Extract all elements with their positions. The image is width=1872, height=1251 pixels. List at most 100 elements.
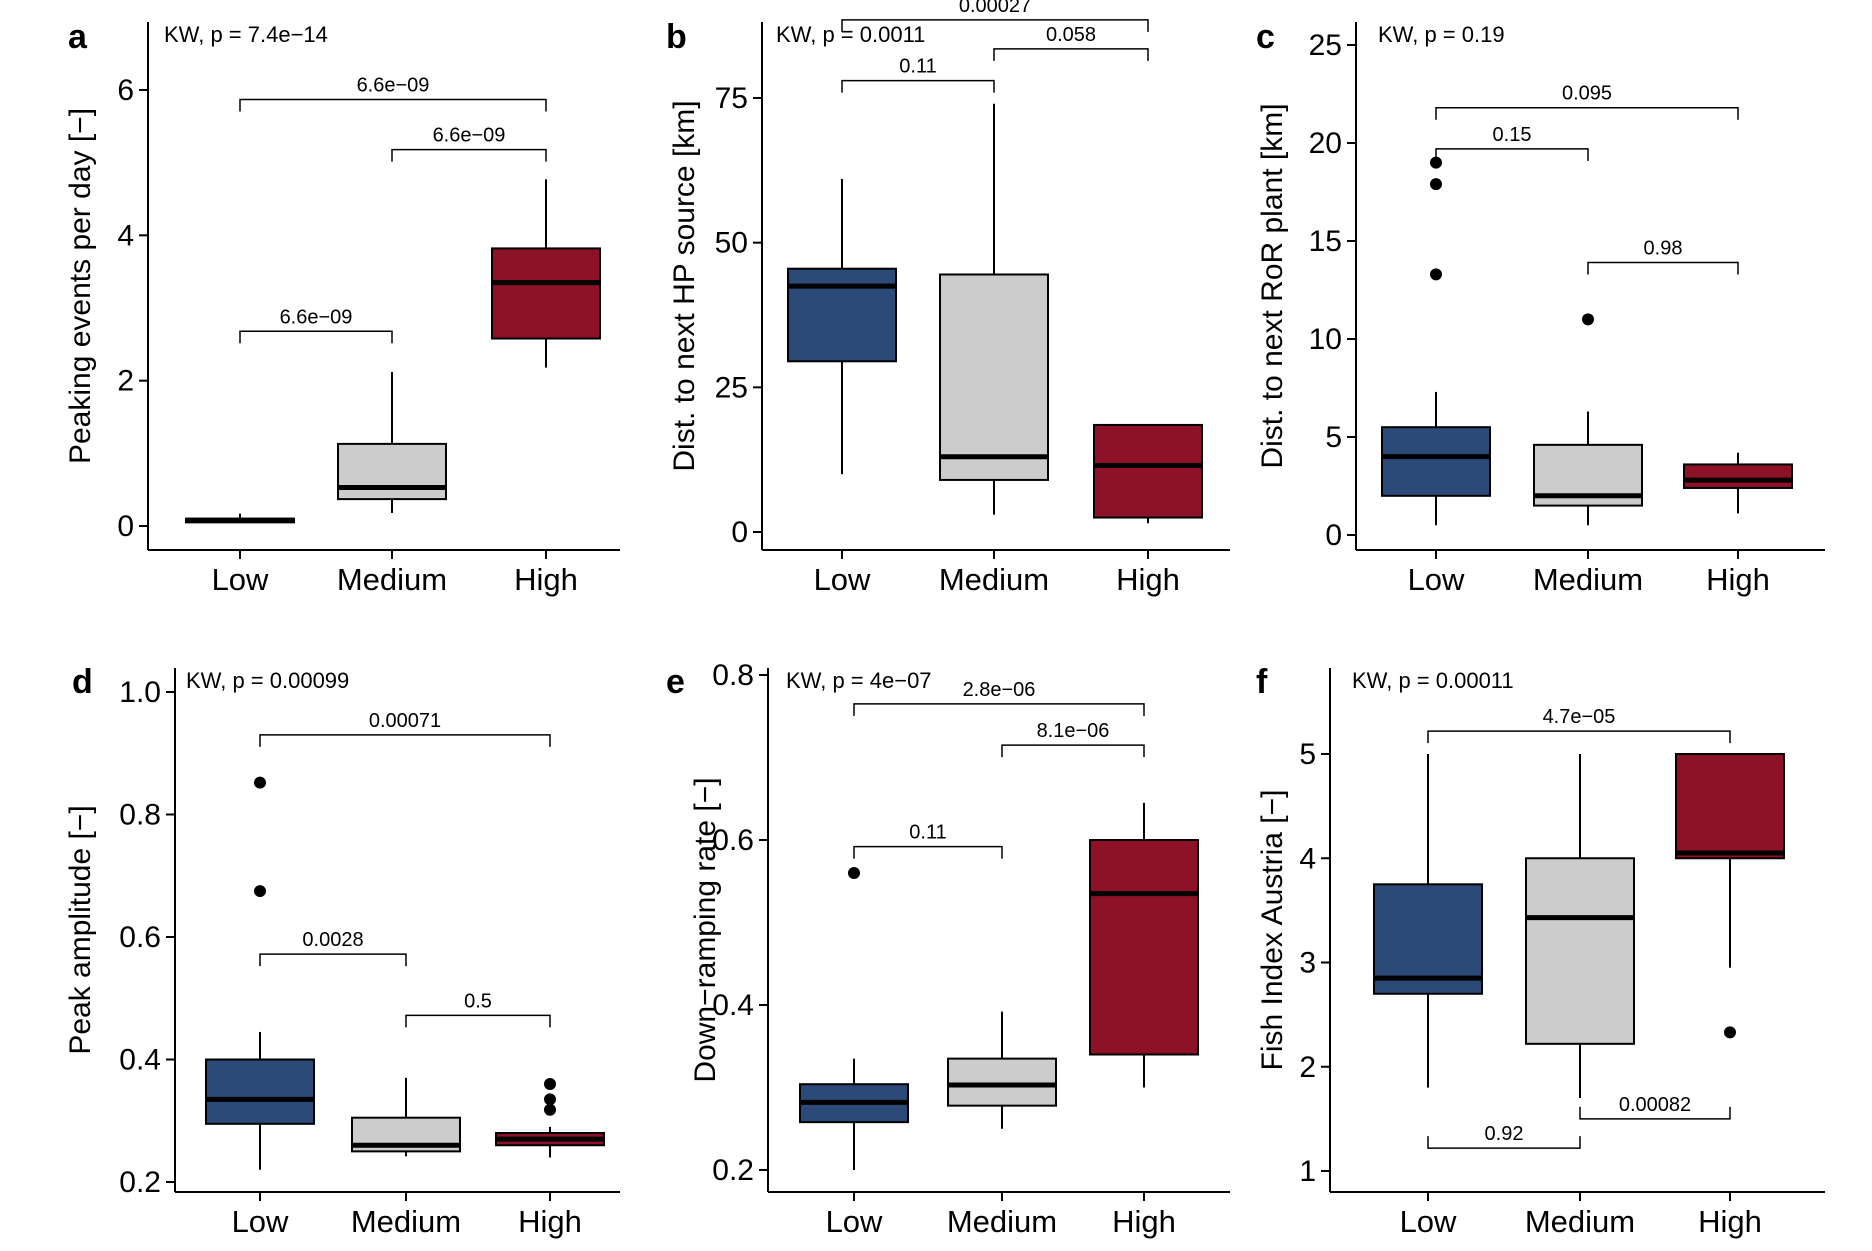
y-tick-label-e: 0.8 [712, 659, 754, 692]
panel-letter-a: a [68, 18, 88, 56]
box-d-low [205, 1058, 315, 1125]
x-tick-label-f-medium: Medium [1525, 1204, 1635, 1239]
box-a-high [491, 247, 601, 340]
box-c-low [1381, 426, 1491, 497]
y-tick-label-b: 0 [731, 516, 748, 549]
box-b-high [1093, 423, 1203, 519]
comparison-bracket-c-1 [1587, 261, 1739, 275]
y-axis-label-d: Peak amplitude [−] [64, 805, 97, 1054]
comparison-pvalue-a-1: 6.6e−09 [433, 125, 506, 147]
box-f-medium [1525, 857, 1635, 1045]
comparison-bracket-a-0 [239, 330, 393, 344]
panel-letter-e: e [666, 663, 685, 701]
comparison-bracket-f-0 [1427, 730, 1731, 744]
y-tick-label-f: 2 [1299, 1051, 1316, 1084]
y-tick-label-a: 6 [117, 74, 134, 107]
panel-letter-b: b [666, 18, 687, 56]
y-tick-label-c: 10 [1309, 323, 1342, 356]
x-tick-label-b-medium: Medium [939, 562, 1049, 597]
comparison-bracket-c-2 [1435, 106, 1739, 120]
y-tick-label-f: 1 [1299, 1155, 1316, 1188]
outlier-point-d-low [254, 776, 266, 789]
comparison-pvalue-b-0: 0.11 [899, 56, 936, 78]
y-tick-label-c: 5 [1325, 421, 1342, 454]
x-tick-label-a-low: Low [212, 562, 269, 597]
kw-test-label-a: KW, p = 7.4e−14 [164, 22, 328, 47]
y-tick-label-e: 0.2 [712, 1154, 754, 1187]
panel-letter-c: c [1256, 18, 1275, 56]
comparison-pvalue-c-1: 0.98 [1644, 238, 1683, 260]
comparison-pvalue-d-0: 0.0028 [302, 929, 363, 951]
y-axis-label-f: Fish Index Austria [−] [1256, 790, 1289, 1071]
kw-test-label-b: KW, p = 0.0011 [776, 22, 925, 47]
comparison-pvalue-d-2: 0.00071 [369, 710, 441, 732]
y-axis-label-c: Dist. to next RoR plant [km] [1256, 103, 1289, 468]
y-tick-label-d: 0.2 [119, 1166, 161, 1199]
y-tick-label-f: 4 [1299, 842, 1316, 875]
comparison-bracket-d-2 [259, 734, 551, 747]
panel-letter-f: f [1256, 663, 1268, 701]
x-tick-label-e-medium: Medium [947, 1204, 1057, 1239]
x-tick-label-a-high: High [514, 562, 578, 597]
comparison-pvalue-a-2: 6.6e−09 [357, 74, 430, 96]
panel-letter-d: d [72, 663, 93, 701]
kw-test-label-c: KW, p = 0.19 [1378, 22, 1505, 47]
comparison-bracket-b-0 [841, 79, 995, 93]
outlier-point-d-high [544, 1093, 556, 1106]
outlier-point-c-low [1430, 156, 1442, 169]
y-tick-label-f: 3 [1299, 947, 1316, 980]
comparison-bracket-e-0 [853, 845, 1003, 859]
comparison-pvalue-e-2: 2.8e−06 [963, 679, 1036, 701]
x-tick-label-e-high: High [1112, 1204, 1176, 1239]
comparison-pvalue-f-1: 0.92 [1485, 1123, 1524, 1145]
box-b-low [787, 267, 897, 363]
y-axis-label-b: Dist. to next HP source [km] [668, 100, 701, 471]
kw-test-label-d: KW, p = 0.00099 [186, 668, 349, 693]
comparison-bracket-f-2 [1579, 1106, 1731, 1120]
x-tick-label-d-low: Low [232, 1204, 289, 1239]
y-tick-label-e: 0.6 [712, 824, 754, 857]
comparison-pvalue-a-0: 6.6e−09 [280, 306, 353, 328]
comparison-bracket-e-1 [1001, 744, 1145, 758]
outlier-point-c-low [1430, 178, 1442, 191]
outlier-point-d-high [544, 1078, 556, 1090]
x-tick-label-c-low: Low [1408, 562, 1465, 597]
comparison-pvalue-c-2: 0.095 [1562, 83, 1612, 105]
comparison-bracket-d-1 [405, 1014, 551, 1028]
x-tick-label-e-low: Low [826, 1204, 883, 1239]
comparison-bracket-b-1 [993, 48, 1149, 61]
comparison-pvalue-f-2: 0.00082 [1619, 1094, 1691, 1116]
box-f-high [1675, 753, 1785, 860]
comparison-pvalue-b-1: 0.058 [1046, 24, 1096, 46]
outlier-point-f-high [1724, 1026, 1736, 1039]
outlier-point-c-medium [1582, 313, 1594, 326]
comparison-bracket-f-1 [1427, 1136, 1581, 1149]
x-tick-label-d-medium: Medium [351, 1204, 461, 1239]
y-tick-label-d: 0.6 [119, 921, 161, 954]
box-c-high [1683, 463, 1793, 489]
outlier-point-e-low [848, 867, 860, 879]
box-e-high [1089, 839, 1199, 1056]
outlier-point-d-high [544, 1103, 556, 1116]
y-axis-label-e: Down−ramping rate [−] [689, 777, 722, 1082]
y-tick-label-a: 2 [117, 365, 134, 398]
x-tick-label-a-medium: Medium [337, 562, 447, 597]
kw-test-label-e: KW, p = 4e−07 [786, 668, 932, 693]
kw-test-label-f: KW, p = 0.00011 [1352, 668, 1514, 693]
x-tick-label-b-low: Low [814, 562, 871, 597]
y-axis-label-a: Peaking events per day [−] [64, 108, 97, 464]
comparison-bracket-d-0 [259, 953, 407, 967]
y-tick-label-a: 0 [117, 510, 134, 543]
x-tick-label-c-high: High [1706, 562, 1770, 597]
y-tick-label-c: 0 [1325, 519, 1342, 552]
comparison-bracket-c-0 [1435, 148, 1589, 161]
y-tick-label-d: 1.0 [119, 676, 161, 709]
x-tick-label-d-high: High [518, 1204, 582, 1239]
y-tick-label-d: 0.8 [119, 799, 161, 832]
y-tick-label-e: 0.4 [712, 989, 754, 1022]
comparison-pvalue-d-1: 0.5 [464, 990, 492, 1012]
outlier-point-c-low [1430, 268, 1442, 281]
x-tick-label-b-high: High [1116, 562, 1180, 597]
comparison-pvalue-e-1: 8.1e−06 [1037, 720, 1110, 742]
y-tick-label-c: 20 [1309, 127, 1342, 160]
